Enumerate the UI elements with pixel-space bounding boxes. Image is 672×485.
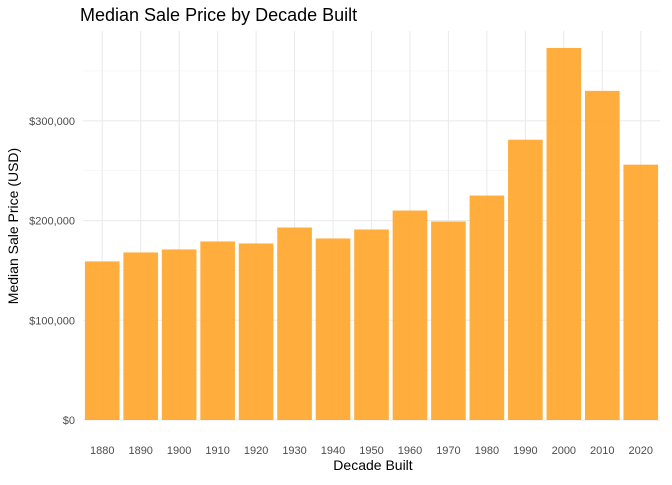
x-tick-label: 1950	[359, 445, 383, 457]
bar-2000	[546, 47, 582, 420]
bar-2010	[584, 90, 620, 420]
x-tick-label: 1920	[244, 445, 268, 457]
x-tick-label: 2020	[629, 445, 653, 457]
x-tick-label: 1960	[398, 445, 422, 457]
x-tick-label: 1940	[321, 445, 345, 457]
y-tick-label: $100,000	[29, 315, 75, 327]
x-tick-label: 1880	[90, 445, 114, 457]
bar-1920	[238, 243, 274, 420]
bar-1990	[508, 139, 543, 420]
bar-1890	[123, 252, 159, 420]
x-tick-label: 1970	[436, 445, 460, 457]
x-tick-label: 1990	[513, 445, 537, 457]
x-axis-title: Decade Built	[333, 457, 412, 473]
chart-title: Median Sale Price by Decade Built	[80, 5, 357, 25]
y-tick-label: $300,000	[29, 116, 75, 128]
bar-1970	[431, 221, 466, 420]
x-tick-label: 1980	[475, 445, 499, 457]
y-tick-label: $0	[63, 415, 75, 427]
x-tick-label: 1930	[282, 445, 306, 457]
y-axis-ticks: $0 $100,000 $200,000 $300,000	[29, 116, 75, 427]
x-tick-label: 1910	[205, 445, 229, 457]
x-axis-ticks: 1880 1890 1900 1910 1920 1930 1940 1950 1960 1970…	[90, 445, 653, 457]
x-tick-label: 2010	[590, 445, 614, 457]
y-tick-label: $200,000	[29, 216, 75, 228]
x-tick-label: 2000	[552, 445, 576, 457]
y-axis-title: Median Sale Price (USD)	[5, 148, 21, 304]
bar-1940	[315, 238, 351, 420]
bar-1960	[392, 210, 428, 420]
bar-1880	[84, 261, 120, 420]
bar-1930	[277, 227, 312, 420]
bar-1910	[200, 241, 235, 420]
bars	[84, 47, 659, 420]
x-tick-label: 1900	[167, 445, 191, 457]
bar-1950	[354, 229, 389, 420]
bar-1900	[161, 249, 197, 420]
x-tick-label: 1890	[128, 445, 152, 457]
bar-1980	[469, 195, 505, 420]
bar-2020	[623, 164, 659, 420]
